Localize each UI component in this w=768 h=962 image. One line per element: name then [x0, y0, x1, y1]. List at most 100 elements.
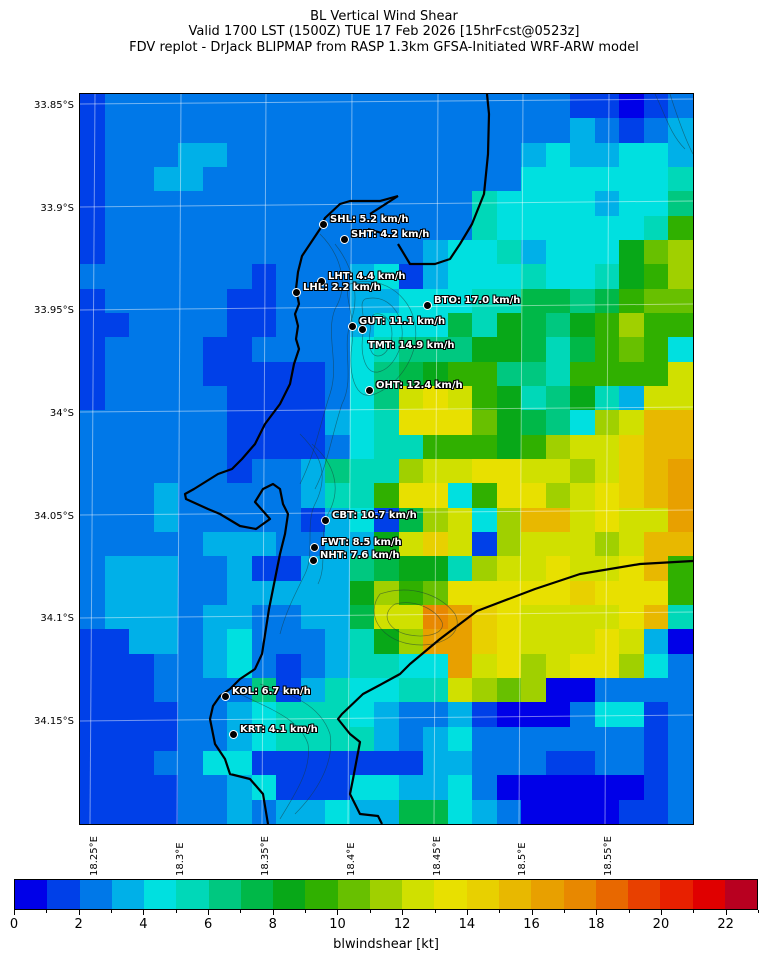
colorbar	[14, 879, 758, 910]
heatmap-cell	[300, 167, 326, 192]
heatmap-cell	[594, 288, 620, 313]
heatmap-cell	[423, 580, 448, 605]
heatmap-cell	[545, 142, 571, 167]
heatmap-cell	[570, 629, 595, 654]
heatmap-cell	[202, 532, 228, 557]
heatmap-cell	[668, 483, 693, 508]
heatmap-cell	[594, 410, 620, 435]
heatmap-cell	[227, 94, 252, 119]
heatmap-cell	[153, 167, 179, 192]
heatmap-cell	[668, 751, 693, 776]
heatmap-cell	[521, 434, 546, 459]
heatmap-cell	[80, 726, 105, 751]
heatmap-cell	[594, 240, 620, 265]
heatmap-cell	[300, 629, 326, 654]
heatmap-cell	[619, 434, 644, 459]
heatmap-cell	[594, 702, 620, 727]
heatmap-cell	[423, 751, 448, 776]
heatmap-cell	[227, 580, 252, 605]
heatmap-cell	[545, 532, 571, 557]
heatmap-cell	[570, 386, 595, 411]
heatmap-cell	[545, 678, 571, 703]
heatmap-cell	[227, 191, 252, 216]
heatmap-cell	[570, 410, 595, 435]
heatmap-cell	[251, 361, 277, 386]
heatmap-cell	[202, 775, 228, 800]
heatmap-cell	[668, 313, 693, 338]
heatmap-cell	[594, 337, 620, 362]
heatmap-cell	[227, 678, 252, 703]
heatmap-cell	[251, 702, 277, 727]
heatmap-cell	[521, 605, 546, 630]
colorbar-bin	[531, 880, 564, 909]
heatmap-cell	[398, 94, 424, 119]
heatmap-cell	[129, 215, 154, 240]
heatmap-cell	[521, 191, 546, 216]
heatmap-cell	[545, 337, 571, 362]
heatmap-cell	[104, 288, 130, 313]
heatmap-cell	[251, 556, 277, 581]
heatmap-cell	[570, 775, 595, 800]
heatmap-cell	[594, 726, 620, 751]
heatmap-cell	[349, 726, 375, 751]
latitude-tick-label: 34.15°S	[34, 716, 74, 727]
heatmap-cell	[668, 337, 693, 362]
heatmap-cell	[521, 751, 546, 776]
heatmap-cell	[472, 337, 497, 362]
heatmap-cell	[300, 94, 326, 119]
heatmap-cell	[619, 702, 644, 727]
heatmap-cell	[521, 799, 546, 824]
heatmap-cell	[153, 459, 179, 484]
heatmap-cell	[643, 702, 669, 727]
heatmap-cell	[423, 167, 448, 192]
heatmap-cell	[594, 580, 620, 605]
heatmap-cell	[153, 288, 179, 313]
heatmap-cell	[496, 240, 522, 265]
heatmap-cell	[80, 459, 105, 484]
heatmap-cell	[227, 142, 252, 167]
heatmap-cell	[496, 556, 522, 581]
heatmap-cell	[570, 240, 595, 265]
heatmap-cell	[398, 678, 424, 703]
heatmap-cell	[398, 167, 424, 192]
heatmap-cell	[325, 751, 350, 776]
heatmap-cell	[374, 386, 399, 411]
colorbar-bin	[402, 880, 435, 909]
heatmap-cell	[545, 507, 571, 532]
heatmap-cell	[374, 799, 399, 824]
heatmap-cell	[374, 337, 399, 362]
colorbar-tick	[111, 910, 112, 913]
heatmap-cell	[423, 191, 448, 216]
colorbar-tick	[176, 910, 177, 913]
station-label-cbt: CBT: 10.7 km/h	[332, 510, 417, 521]
heatmap-cell	[251, 313, 277, 338]
heatmap-cell	[104, 361, 130, 386]
station-dot-tmt	[358, 325, 367, 334]
heatmap-cell	[202, 337, 228, 362]
heatmap-cell	[447, 459, 473, 484]
terrain-contours	[239, 94, 693, 820]
heatmap-cell	[178, 386, 203, 411]
heatmap-cell	[276, 410, 301, 435]
heatmap-cell	[496, 191, 522, 216]
heatmap-cell	[594, 751, 620, 776]
longitude-tick-label: 18.5°E	[517, 842, 528, 876]
heatmap-cell	[153, 580, 179, 605]
heatmap-cell	[398, 361, 424, 386]
heatmap-cell	[423, 313, 448, 338]
station-dot-cbt	[321, 516, 330, 525]
station-dot-gut	[348, 322, 357, 331]
heatmap-cell	[619, 751, 644, 776]
station-dot-kol	[221, 692, 230, 701]
heatmap-cell	[178, 313, 203, 338]
latitude-tick-label: 34.05°S	[34, 511, 74, 522]
heatmap-cell	[276, 799, 301, 824]
heatmap-cell	[178, 118, 203, 143]
heatmap-cell	[594, 799, 620, 824]
colorbar-tick	[693, 910, 694, 913]
heatmap-cell	[447, 410, 473, 435]
heatmap-cell	[129, 288, 154, 313]
heatmap-cell	[521, 337, 546, 362]
heatmap-cell	[227, 288, 252, 313]
colorbar-bin	[111, 880, 145, 909]
